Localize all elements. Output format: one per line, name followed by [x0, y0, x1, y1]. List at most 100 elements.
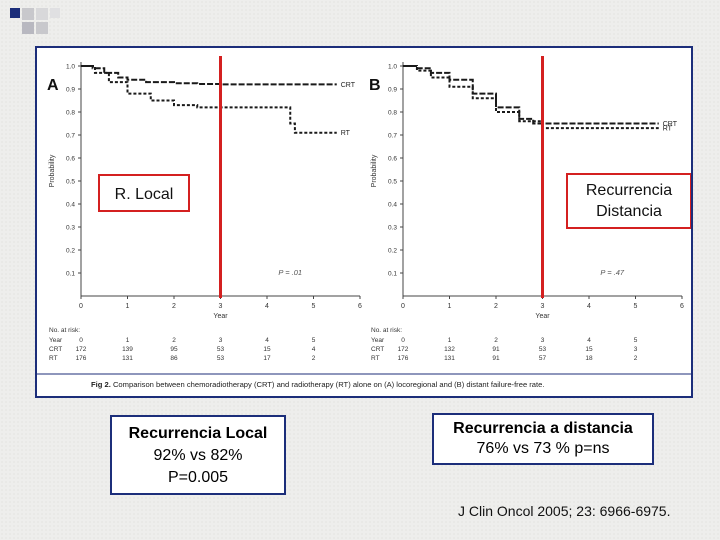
panel-b-risk-value: 57 [539, 355, 547, 362]
panel-b-label-line: Distancia [596, 203, 662, 220]
panel-b-series-rt [403, 65, 659, 130]
panel-a-risk-value: 172 [76, 346, 87, 353]
panel-b-x-tick-label: 3 [541, 303, 545, 310]
panel-b-risk-year-label: Year [371, 337, 385, 344]
panel-b-x-tick-label: 4 [587, 303, 591, 310]
panel-a-y-tick-label: 0.9 [66, 87, 75, 94]
panel-a-risk-value: 15 [263, 346, 271, 353]
panel-a-risk-year: 4 [265, 337, 269, 344]
panel-b-label-line: Recurrencia [586, 182, 672, 199]
panel-b-y-tick-label: 0.6 [388, 156, 397, 163]
panel-a-series-crt [81, 65, 337, 86]
survival-figure: A 0.1 0.2 0.3 0.4 0.5 0.6 0.7 0.8 0.9 1.0 0 1 2 3 4 5 6 Ye… [37, 56, 692, 389]
panel-b-x-tick-label: 6 [680, 303, 684, 310]
panel-b-label-box [566, 173, 692, 229]
panel-a-x-tick-label: 3 [219, 303, 223, 310]
panel-a-risk-value: 95 [170, 346, 178, 353]
panel-a-y-axis-label: Probability [49, 154, 56, 187]
panel-a-risk-year: 0 [79, 337, 83, 344]
panel-b-y-tick-label: 0.2 [388, 248, 397, 255]
distant-recurrence-box: Recurrencia a distancia 76% vs 73 % p=ns [432, 413, 654, 465]
panel-a-risk-value: 2 [312, 355, 316, 362]
panel-b-y-tick-label: 0.4 [388, 202, 397, 209]
local-box-title: Recurrencia Local [128, 425, 268, 442]
panel-b-risk-value: 91 [492, 346, 500, 353]
panel-b-risk-value: 91 [492, 355, 500, 362]
figure-caption-text: Comparison between chemoradiotherapy (CR… [113, 380, 545, 389]
panel-b-series-crt [403, 65, 659, 125]
panel-a-risk-year-label: Year [49, 337, 63, 344]
panel-a-risk-year: 5 [312, 337, 316, 344]
panel-b-risk-value: 172 [398, 346, 409, 353]
panel-a-risk-year: 1 [126, 337, 130, 344]
panel-b-x-tick-label: 5 [634, 303, 638, 310]
panel-b-pvalue: P = .47 [600, 268, 625, 277]
panel-a-x-axis-label: Year [213, 313, 228, 320]
panel-b-y-tick-label: 0.8 [388, 110, 397, 117]
panel-a-x-tick-label: 2 [172, 303, 176, 310]
figure-frame: A 0.1 0.2 0.3 0.4 0.5 0.6 0.7 0.8 0.9 1.0 0 1 2 3 4 5 6 Ye… [35, 46, 693, 398]
panel-b-risk-value: 53 [539, 346, 547, 353]
panel-b-risk-year: 2 [494, 337, 498, 344]
panel-b-y-tick-label: 0.7 [388, 133, 397, 140]
figure-caption: Fig 2. Comparison between chemoradiother… [91, 380, 544, 389]
panel-b-y-tick-label: 0.9 [388, 87, 397, 94]
panel-a-risk-year: 3 [219, 337, 223, 344]
panel-b-y-axis-label: Probability [371, 154, 378, 187]
panel-a-x-tick-label: 0 [79, 303, 83, 310]
panel-a-y-tick-label: 0.7 [66, 133, 75, 140]
panel-a-risk-year: 2 [172, 337, 176, 344]
panel-a-risk-row-label: RT [49, 355, 58, 362]
panel-a-y-tick-label: 0.3 [66, 225, 75, 232]
panel-b-x-tick-label: 2 [494, 303, 498, 310]
panel-a-y-tick-label: 0.8 [66, 110, 75, 117]
panel-b-x-tick-label: 0 [401, 303, 405, 310]
panel-a-risk-header: No. at risk: [49, 327, 80, 334]
panel-b-risk-value: 15 [585, 346, 593, 353]
panel-a-series-label-crt: CRT [341, 82, 356, 89]
panel-b-risk-value: 131 [444, 355, 455, 362]
panel-a-label-box [98, 174, 190, 212]
panel-a-y-tick-label: 0.2 [66, 248, 75, 255]
panel-a-letter: A [47, 77, 59, 94]
panel-b-risk-header: No. at risk: [371, 327, 402, 334]
panel-a-series-rt [81, 65, 337, 134]
panel-a-risk-value: 176 [76, 355, 87, 362]
panel-a-risk-value: 139 [122, 346, 133, 353]
panel-b-risk-year: 4 [587, 337, 591, 344]
panel-a-risk-value: 53 [217, 355, 225, 362]
panel-a-pvalue: P = .01 [278, 268, 302, 277]
panel-a-risk-value: 86 [170, 355, 178, 362]
panel-a-risk-value: 131 [122, 355, 133, 362]
panel-a-risk-row-label: CRT [49, 346, 62, 353]
local-box-comparison: 92% vs 82% [153, 447, 243, 464]
panel-b-series-label-crt: CRT [663, 121, 678, 128]
panel-b-x-axis-label: Year [535, 313, 550, 320]
local-box-pvalue: P=0.005 [167, 469, 229, 486]
panel-a-y-tick-label: 0.5 [66, 179, 75, 186]
panel-b-y-tick-label: 0.5 [388, 179, 397, 186]
figure-caption-label: Fig 2. [91, 380, 113, 389]
panel-b-letter: B [369, 77, 381, 94]
panel-a-risk-value: 17 [263, 355, 271, 362]
panel-a-y-tick-label: 0.1 [66, 271, 75, 278]
panel-a-y-tick-label: 0.6 [66, 156, 75, 163]
panel-b-risk-row-label: CRT [371, 346, 384, 353]
panel-b-risk-value: 176 [398, 355, 409, 362]
panel-b-y-tick-label: 0.1 [388, 271, 397, 278]
panel-b-risk-year: 0 [401, 337, 405, 344]
panel-b-risk-year: 3 [541, 337, 545, 344]
panel-b-risk-value: 18 [585, 355, 593, 362]
panel-a-label: R. Local [115, 186, 174, 203]
panel-b-risk-year: 1 [448, 337, 452, 344]
panel-b-series-label-rt: RT [663, 126, 673, 133]
panel-a-risk-value: 4 [312, 346, 316, 353]
panel-b-risk-value: 2 [634, 355, 638, 362]
citation: J Clin Oncol 2005; 23: 6966-6975. [458, 503, 671, 519]
distant-box-comparison: 76% vs 73 % p=ns [476, 440, 610, 457]
panel-a-x-tick-label: 6 [358, 303, 362, 310]
panel-a-x-tick-label: 5 [312, 303, 316, 310]
corner-decoration [0, 0, 80, 40]
panel-b-y-tick-label: 1.0 [388, 64, 397, 71]
panel-a-series-label-rt: RT [341, 130, 351, 137]
